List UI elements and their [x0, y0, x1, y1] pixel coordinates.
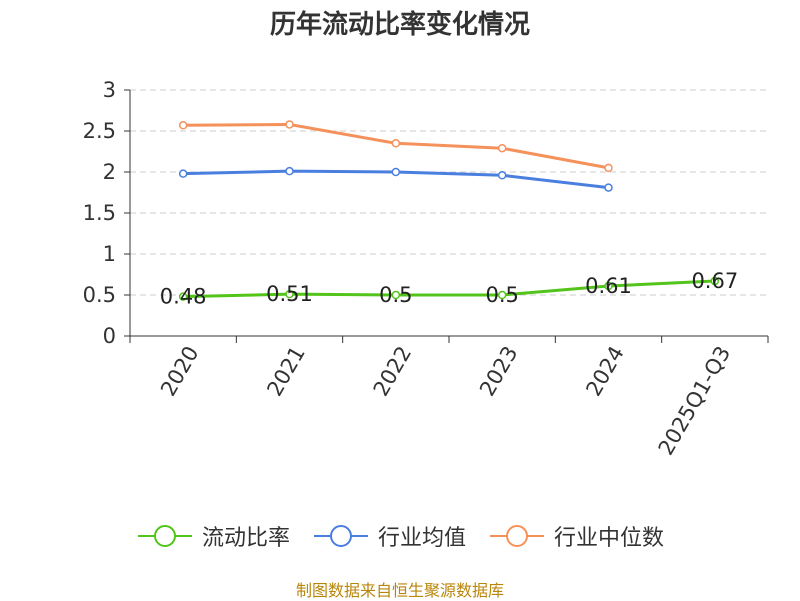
legend-label: 行业中位数 [554, 526, 665, 551]
data-label: 0.67 [691, 269, 738, 293]
data-point [391, 139, 401, 148]
y-tick-label: 0.5 [83, 283, 116, 307]
data-label: 0.5 [485, 283, 518, 307]
y-tick-label: 0 [103, 324, 116, 348]
legend-line-icon [490, 525, 544, 547]
legend-label: 行业均值 [377, 526, 466, 551]
data-label: 0.61 [585, 274, 632, 298]
x-tick-label: 2022 [369, 342, 417, 400]
x-tick-label: 2021 [262, 342, 310, 400]
data-point [285, 166, 294, 176]
data-point [391, 290, 401, 300]
legend-item-industry-median[interactable]: 行业中位数 [488, 520, 664, 552]
data-point [497, 171, 507, 180]
data-point [604, 163, 613, 173]
y-tick-label: 1 [103, 242, 116, 266]
series-line [183, 279, 715, 299]
data-label: 0.5 [379, 283, 412, 307]
data-point [178, 292, 188, 301]
data-point [710, 276, 720, 286]
data-point [285, 120, 294, 129]
data-point [285, 289, 294, 299]
y-tick-label: 2 [103, 160, 116, 184]
x-tick-label: 2024 [581, 342, 629, 400]
data-point [497, 290, 507, 300]
data-point [178, 121, 188, 130]
legend-line-icon [313, 525, 368, 547]
y-tick-label: 2.5 [83, 119, 116, 143]
legend: 流动比率 行业均值 行业中位数 [0, 520, 800, 552]
legend-label: 流动比率 [201, 526, 290, 551]
data-point [604, 281, 613, 291]
y-tick-label: 1.5 [83, 201, 116, 225]
x-tick-label: 2025Q1-Q3 [654, 342, 736, 459]
legend-item-industry-mean[interactable]: 行业均值 [312, 520, 466, 552]
data-label: 0.51 [266, 282, 313, 306]
x-tick-label: 2023 [475, 342, 523, 400]
data-label: 0.48 [160, 285, 207, 309]
y-tick-label: 3 [103, 78, 116, 102]
legend-line-icon [137, 525, 192, 547]
data-source-note: 制图数据来自恒生聚源数据库 [295, 581, 504, 600]
legend-item-current-ratio[interactable]: 流动比率 [136, 520, 290, 552]
data-point [604, 183, 613, 192]
x-tick-label: 2020 [156, 342, 204, 400]
data-point [391, 167, 401, 177]
data-point [178, 169, 188, 178]
data-point [497, 143, 507, 153]
chart-title: 历年流动比率变化情况 [269, 10, 530, 40]
